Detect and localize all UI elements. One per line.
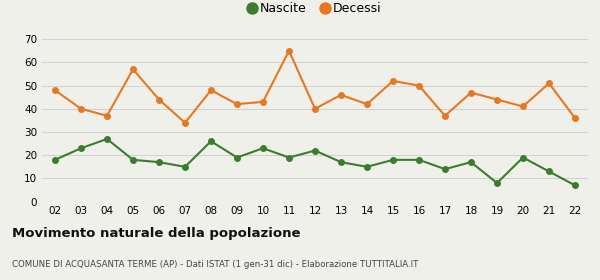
Text: COMUNE DI ACQUASANTA TERME (AP) - Dati ISTAT (1 gen-31 dic) - Elaborazione TUTTI: COMUNE DI ACQUASANTA TERME (AP) - Dati I… xyxy=(12,260,418,269)
Legend: Nascite, Decessi: Nascite, Decessi xyxy=(244,0,386,20)
Text: Movimento naturale della popolazione: Movimento naturale della popolazione xyxy=(12,227,301,240)
